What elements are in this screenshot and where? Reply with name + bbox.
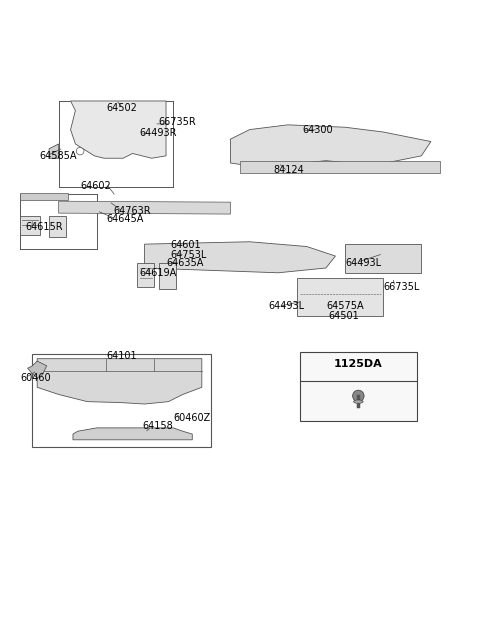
Polygon shape (59, 201, 230, 214)
Text: 64619A: 64619A (140, 268, 177, 278)
Polygon shape (49, 215, 66, 237)
Bar (300, 351, 417, 420)
Text: 64602: 64602 (80, 181, 111, 191)
Polygon shape (345, 244, 421, 273)
Bar (33, 354, 211, 447)
Text: 1125DA: 1125DA (334, 360, 383, 369)
Text: 64158: 64158 (142, 421, 173, 431)
Text: 64501: 64501 (328, 311, 359, 320)
Text: 64575A: 64575A (326, 301, 363, 311)
Polygon shape (21, 215, 39, 235)
Polygon shape (73, 428, 192, 440)
Text: 64101: 64101 (107, 351, 137, 362)
Text: 64300: 64300 (302, 124, 333, 135)
Text: 64635A: 64635A (166, 258, 204, 268)
Text: 64493R: 64493R (140, 128, 177, 138)
Text: 64753L: 64753L (171, 249, 207, 260)
Polygon shape (159, 263, 176, 290)
Text: 64493L: 64493L (345, 258, 381, 268)
Polygon shape (144, 242, 336, 273)
Polygon shape (230, 125, 431, 168)
Text: 60460: 60460 (21, 373, 51, 383)
Text: 64585A: 64585A (39, 151, 77, 161)
Polygon shape (49, 144, 59, 158)
Polygon shape (240, 161, 441, 172)
Polygon shape (137, 263, 154, 287)
Ellipse shape (354, 400, 363, 403)
Polygon shape (21, 192, 68, 200)
Polygon shape (71, 101, 166, 158)
Text: 64615R: 64615R (25, 222, 63, 233)
Polygon shape (28, 361, 47, 378)
Text: 64502: 64502 (107, 103, 137, 113)
Text: 64601: 64601 (171, 240, 202, 250)
Text: 64763R: 64763R (114, 206, 151, 216)
Text: 84124: 84124 (274, 165, 304, 175)
Text: 64645A: 64645A (107, 214, 144, 224)
Text: 66735L: 66735L (383, 282, 420, 292)
Polygon shape (297, 278, 383, 316)
Polygon shape (37, 359, 202, 404)
Text: 66735R: 66735R (159, 117, 197, 128)
Text: 60460Z: 60460Z (173, 413, 210, 423)
Text: 64493L: 64493L (269, 301, 305, 311)
Circle shape (353, 390, 364, 402)
